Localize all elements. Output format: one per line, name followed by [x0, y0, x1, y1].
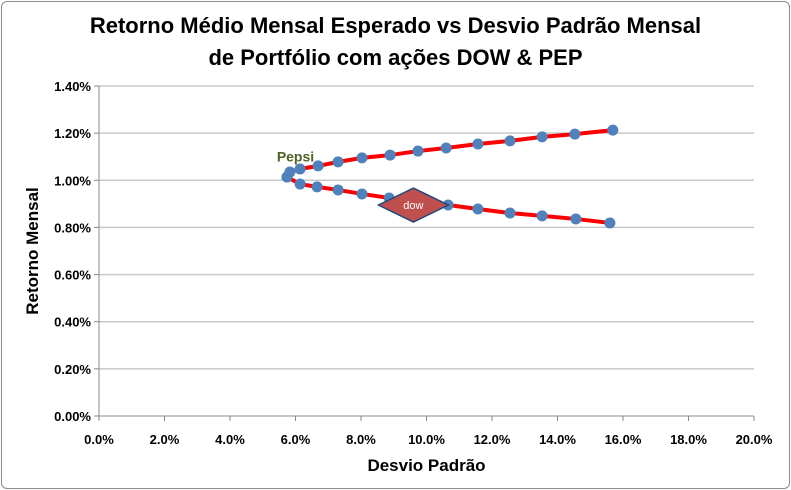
data-point	[294, 178, 306, 190]
title-line-1: Retorno Médio Mensal Esperado vs Desvio …	[89, 13, 702, 38]
data-point	[607, 124, 619, 136]
pepsi-label: Pepsi	[277, 148, 314, 164]
dow-label: dow	[403, 200, 423, 212]
data-point	[312, 160, 324, 172]
y-tick-label: 1.40%	[54, 79, 91, 94]
x-tick-label: 6.0%	[281, 432, 311, 447]
data-point	[440, 142, 452, 154]
x-axis-label: Desvio Padrão	[367, 456, 485, 475]
y-tick-label: 0.40%	[54, 315, 91, 330]
data-point	[281, 171, 293, 183]
data-point	[356, 152, 368, 164]
data-point	[472, 203, 484, 215]
x-tick-label: 16.0%	[605, 432, 642, 447]
chart-title: Retorno Médio Mensal Esperado vs Desvio …	[0, 10, 791, 74]
data-point	[412, 145, 424, 157]
data-point	[356, 188, 368, 200]
x-tick-label: 2.0%	[150, 432, 180, 447]
y-tick-label: 0.20%	[54, 362, 91, 377]
y-tick-label: 1.00%	[54, 173, 91, 188]
y-tick-label: 0.00%	[54, 409, 91, 424]
data-point	[604, 217, 616, 229]
y-tick-label: 1.20%	[54, 126, 91, 141]
data-point	[311, 181, 323, 193]
y-tick-label: 0.60%	[54, 268, 91, 283]
title-line-2: de Portfólio com ações DOW & PEP	[208, 45, 583, 70]
x-tick-label: 14.0%	[539, 432, 576, 447]
data-point	[472, 138, 484, 150]
x-tick-label: 18.0%	[670, 432, 707, 447]
data-point	[536, 131, 548, 143]
data-point	[536, 210, 548, 222]
y-tick-label: 0.80%	[54, 220, 91, 235]
series-line	[285, 128, 614, 179]
x-tick-label: 20.0%	[736, 432, 773, 447]
data-point	[294, 163, 306, 175]
x-tick-label: 8.0%	[346, 432, 376, 447]
data-point	[504, 207, 516, 219]
y-axis-label: Retorno Mensal	[23, 187, 42, 315]
data-point	[569, 128, 581, 140]
data-point	[504, 135, 516, 147]
x-tick-label: 4.0%	[215, 432, 245, 447]
data-point	[384, 149, 396, 161]
x-tick-label: 12.0%	[474, 432, 511, 447]
dow-marker	[376, 187, 451, 223]
x-tick-label: 0.0%	[84, 432, 114, 447]
data-point	[332, 156, 344, 168]
data-point	[570, 213, 582, 225]
data-point	[332, 184, 344, 196]
x-tick-label: 10.0%	[408, 432, 445, 447]
